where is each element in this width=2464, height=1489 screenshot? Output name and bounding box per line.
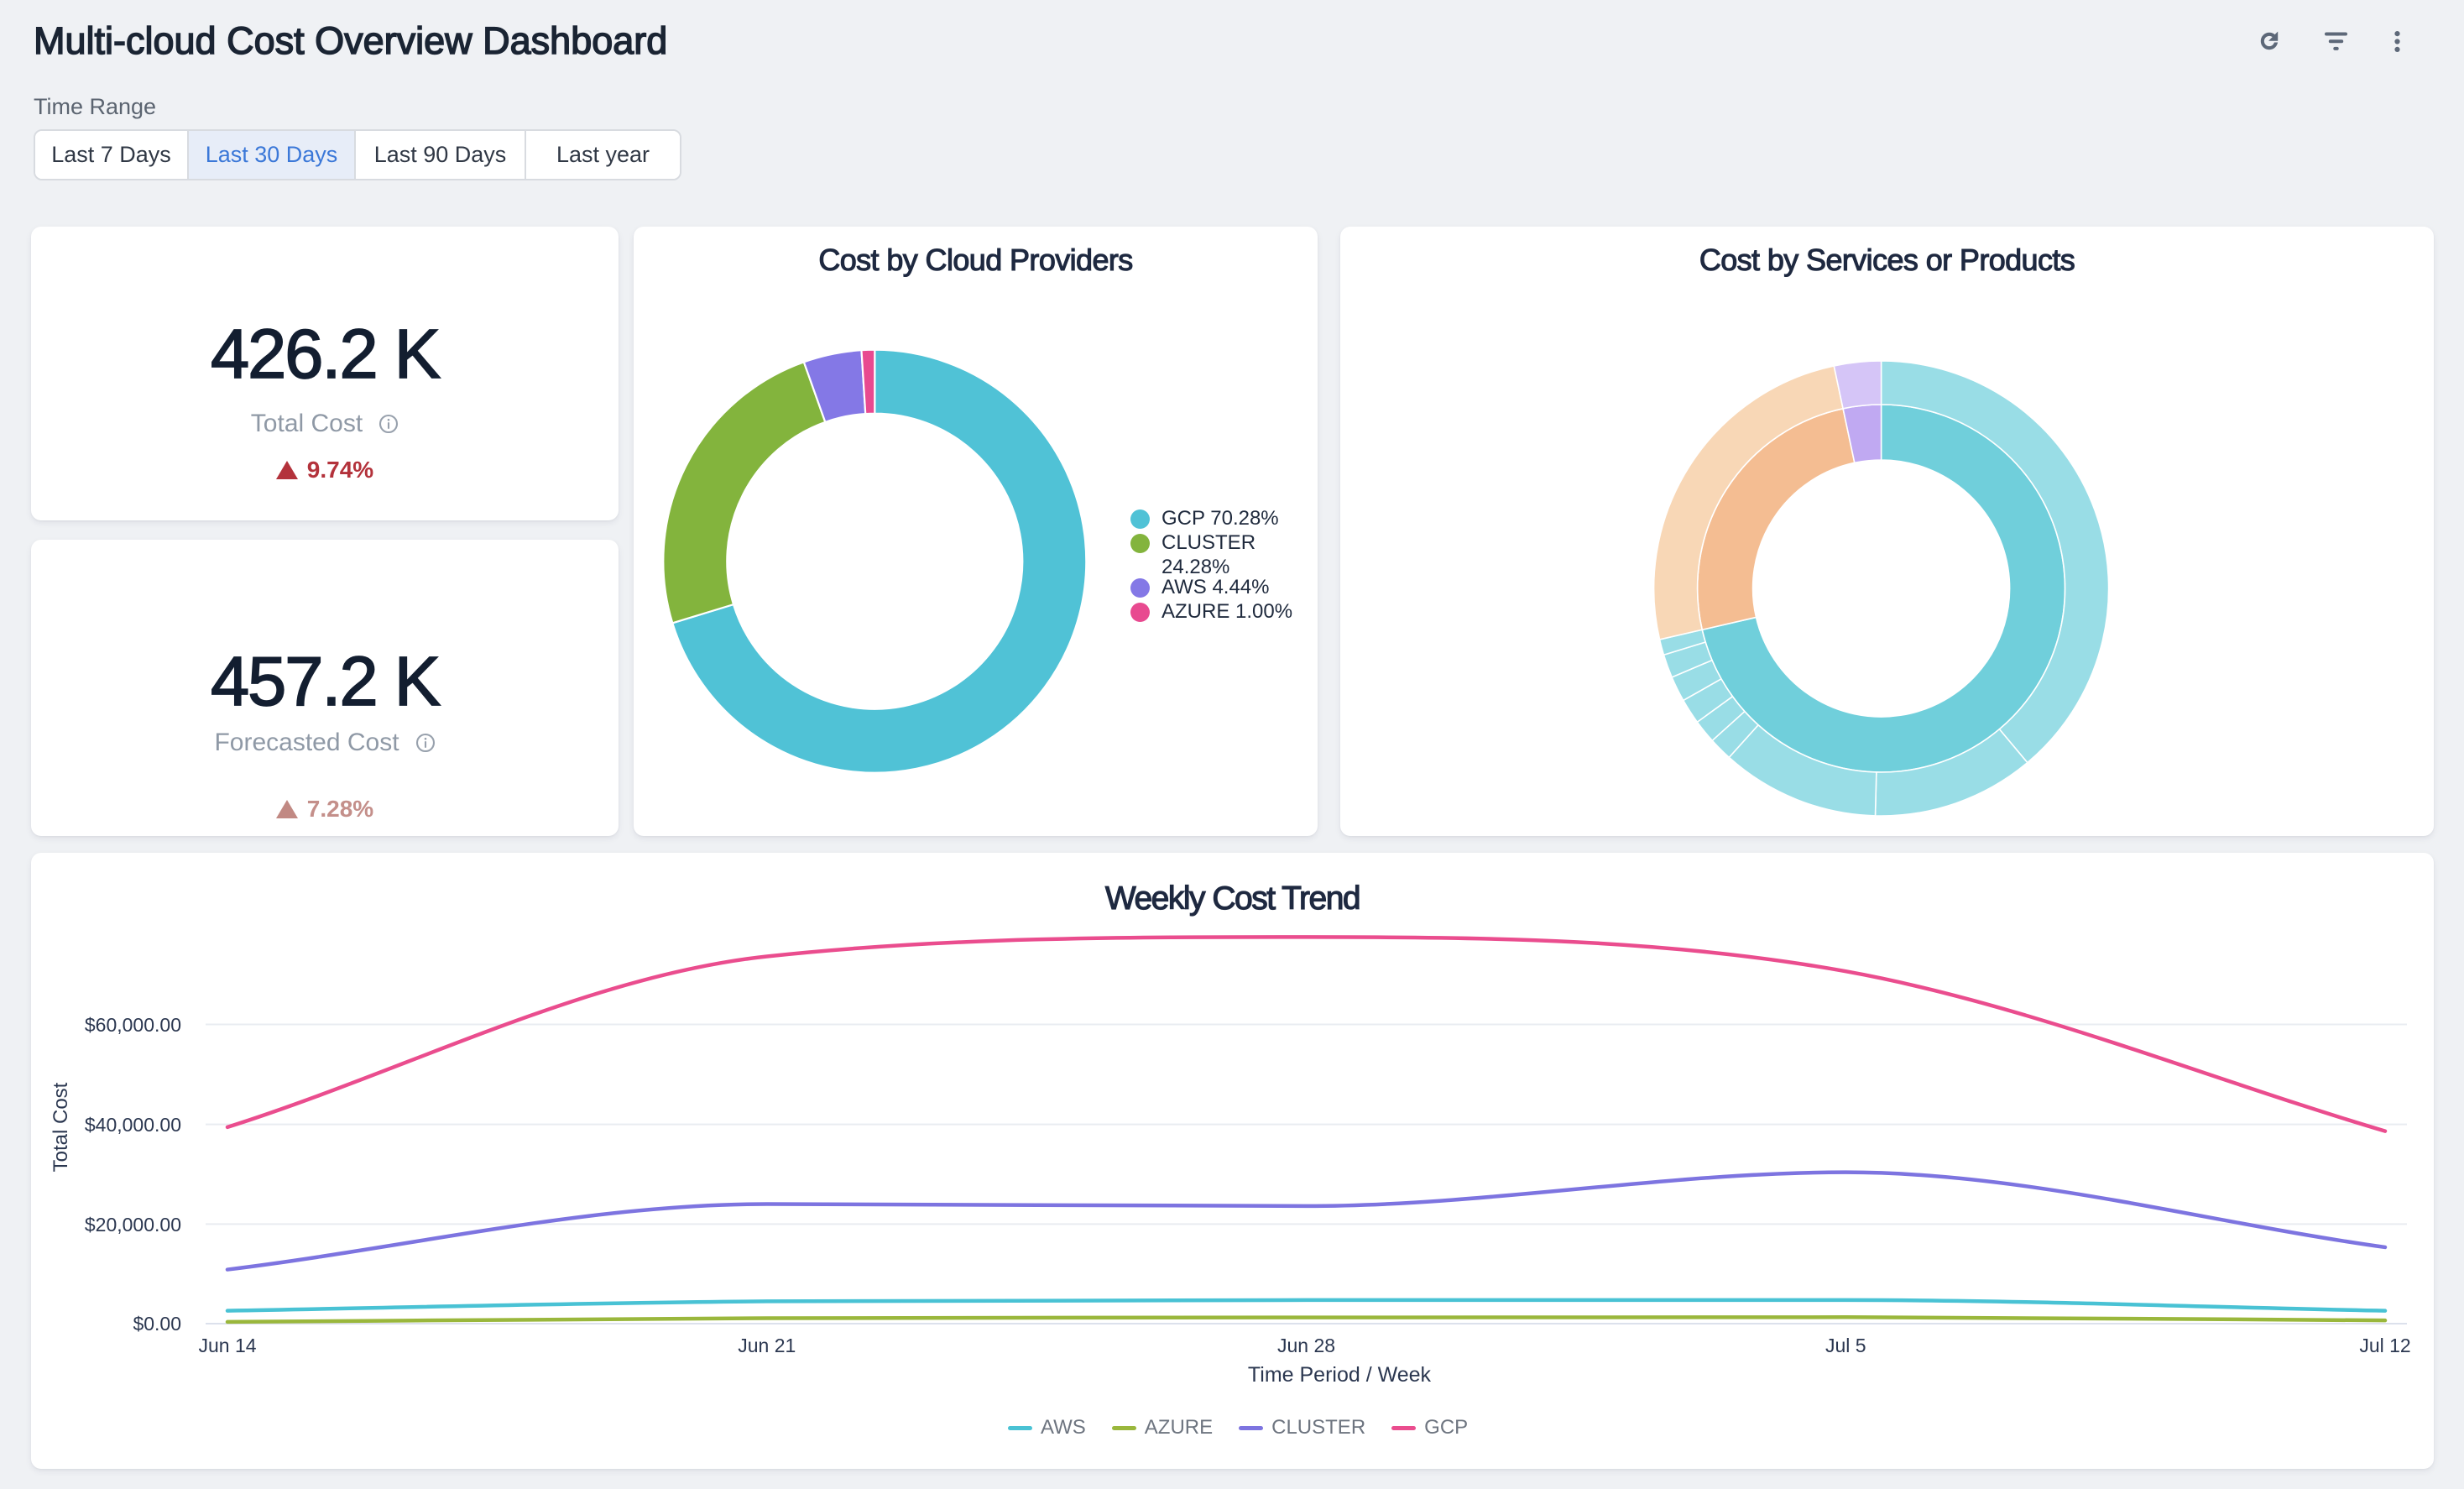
svg-text:$20,000.00: $20,000.00: [85, 1214, 181, 1236]
svg-text:$60,000.00: $60,000.00: [85, 1014, 181, 1036]
svg-text:Time Period / Week: Time Period / Week: [1248, 1363, 1432, 1387]
svg-text:Jun 21: Jun 21: [738, 1335, 796, 1356]
svg-text:Jun 14: Jun 14: [198, 1335, 256, 1356]
svg-text:Jul 12: Jul 12: [2359, 1335, 2410, 1356]
svg-text:$0.00: $0.00: [133, 1313, 181, 1335]
svg-text:Total Cost: Total Cost: [50, 1082, 72, 1172]
svg-text:Jul 5: Jul 5: [1825, 1335, 1866, 1356]
svg-text:$40,000.00: $40,000.00: [85, 1114, 181, 1136]
svg-text:Jun 28: Jun 28: [1277, 1335, 1335, 1356]
